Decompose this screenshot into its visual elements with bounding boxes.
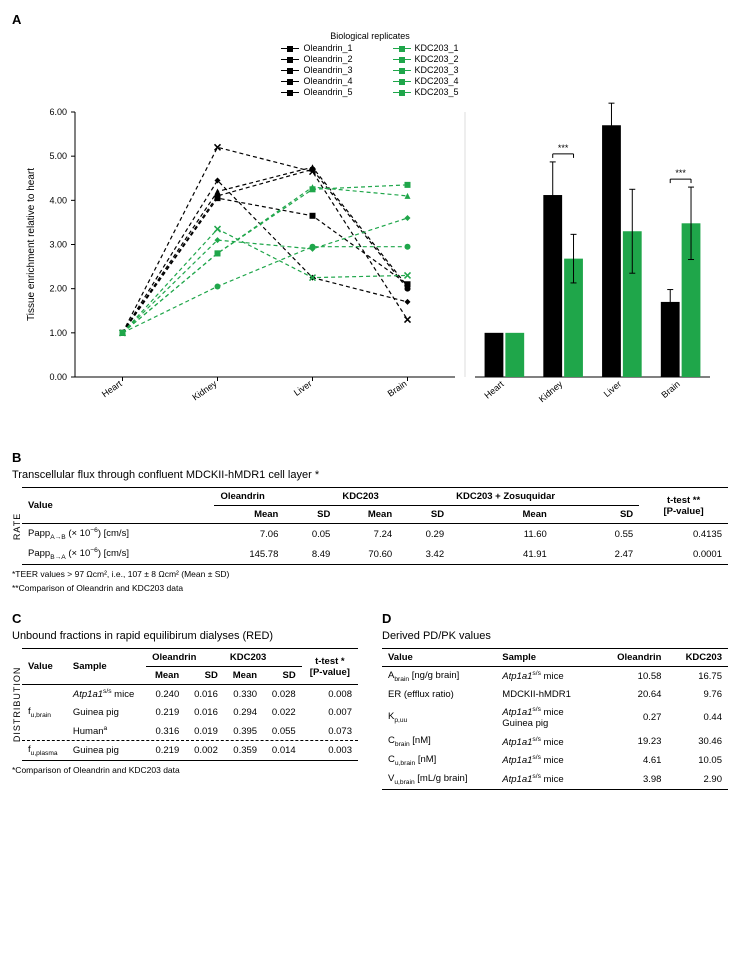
- svg-text:0.00: 0.00: [49, 372, 67, 382]
- svg-text:6.00: 6.00: [49, 107, 67, 117]
- legend-item: Oleandrin_2: [281, 54, 352, 64]
- legend-item: KDC203_4: [393, 76, 459, 86]
- panel-b-foot2: **Comparison of Oleandrin and KDC203 dat…: [12, 583, 728, 593]
- legend-item: KDC203_1: [393, 43, 459, 53]
- panel-c-label: C: [12, 611, 358, 626]
- legend-item: Oleandrin_3: [281, 65, 352, 75]
- panel-c-foot: *Comparison of Oleandrin and KDC203 data: [12, 765, 358, 775]
- svg-text:***: ***: [675, 168, 686, 178]
- svg-text:5.00: 5.00: [49, 151, 67, 161]
- panel-d-label: D: [382, 611, 728, 626]
- legend-item: KDC203_2: [393, 54, 459, 64]
- legend-item: Oleandrin_4: [281, 76, 352, 86]
- svg-text:Heart: Heart: [482, 379, 506, 401]
- table-c: ValueSampleOleandrinKDC203t-test *[P-val…: [22, 648, 358, 761]
- svg-text:Heart: Heart: [100, 378, 124, 399]
- panel-b-foot1: *TEER values > 97 Ωcm², i.e., 107 ± 8 Ωc…: [12, 569, 728, 579]
- legend-item: Oleandrin_1: [281, 43, 352, 53]
- legend-item: Oleandrin_5: [281, 87, 352, 97]
- svg-text:***: ***: [558, 143, 569, 153]
- panel-a: A Biological replicates Oleandrin_1Olean…: [12, 12, 728, 432]
- legend-item: KDC203_3: [393, 65, 459, 75]
- panel-b-label: B: [12, 450, 728, 465]
- panel-c-title: Unbound fractions in rapid equilibirum d…: [12, 630, 358, 642]
- panel-a-label: A: [12, 12, 728, 27]
- chart-a-svg: 0.00 1.00 2.00 3.00 4.00 5.00 6.00 Tissue enric…: [20, 102, 720, 432]
- svg-text:Brain: Brain: [386, 378, 409, 398]
- legend-row: Oleandrin_1Oleandrin_2Oleandrin_3Oleandr…: [12, 43, 728, 98]
- svg-text:Kidney: Kidney: [537, 379, 565, 405]
- svg-text:2.00: 2.00: [49, 284, 67, 294]
- panel-b: B Transcellular flux through confluent M…: [12, 450, 728, 593]
- table-b: ValueOleandrinKDC203KDC203 + Zosuquidart…: [22, 487, 728, 565]
- svg-text:Brain: Brain: [659, 379, 682, 400]
- legend: Biological replicates Oleandrin_1Oleandr…: [12, 31, 728, 98]
- svg-text:Liver: Liver: [292, 378, 314, 397]
- legend-title: Biological replicates: [12, 31, 728, 41]
- svg-text:Tissue enrichment relative to: Tissue enrichment relative to heart: [26, 168, 37, 321]
- panel-b-side: RATE: [12, 487, 22, 565]
- panel-c: C Unbound fractions in rapid equilibirum…: [12, 611, 358, 775]
- panel-d-title: Derived PD/PK values: [382, 630, 728, 642]
- panel-d: D Derived PD/PK values ValueSampleOleand…: [382, 611, 728, 790]
- svg-text:Liver: Liver: [602, 379, 623, 399]
- svg-text:Kidney: Kidney: [190, 378, 219, 402]
- svg-text:4.00: 4.00: [49, 195, 67, 205]
- legend-item: KDC203_5: [393, 87, 459, 97]
- svg-text:3.00: 3.00: [49, 240, 67, 250]
- panel-c-side: DISTRIBUTION: [12, 648, 22, 761]
- table-d: ValueSampleOleandrinKDC203Abrain [ng/g b…: [382, 648, 728, 790]
- svg-text:1.00: 1.00: [49, 328, 67, 338]
- panel-b-title: Transcellular flux through confluent MDC…: [12, 469, 728, 481]
